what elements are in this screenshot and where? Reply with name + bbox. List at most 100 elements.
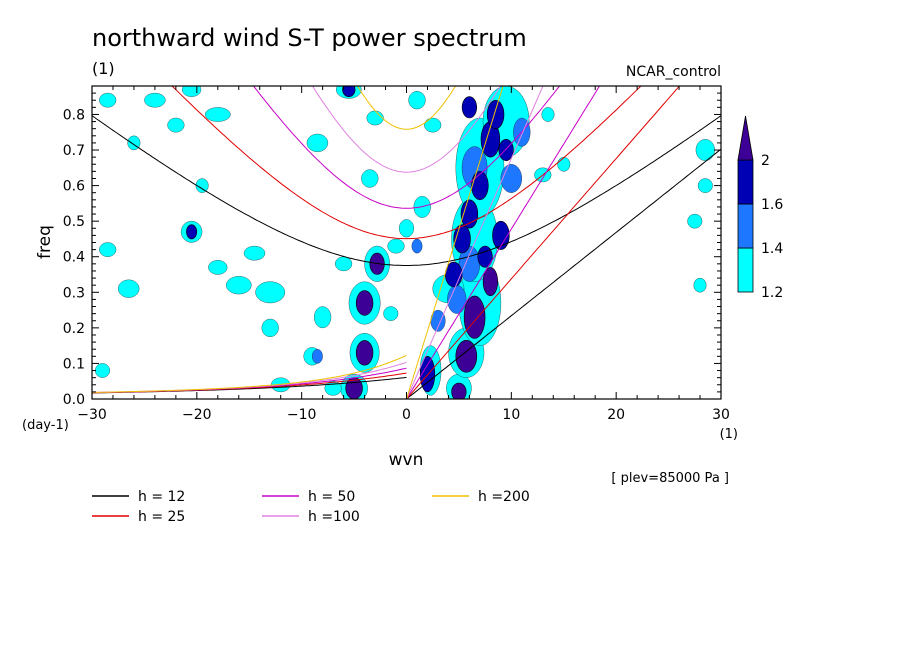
curve-igw-h12 <box>92 115 721 266</box>
level-note: [ plev=85000 Pa ] <box>611 471 729 486</box>
contour-patch-level-1 <box>383 306 399 321</box>
contour-patch-level-3 <box>477 245 493 268</box>
contour-patch-level-1 <box>695 139 715 161</box>
curve-kelvin-h100 <box>406 86 544 399</box>
contour-patch-level-1 <box>195 178 209 193</box>
subtitle-left: (1) <box>92 59 115 78</box>
contour-patch-level-1 <box>205 107 231 122</box>
y-tick-label: 0.7 <box>63 143 85 159</box>
contour-patch-level-2 <box>500 164 522 193</box>
curve-kelvin-h25 <box>406 86 681 399</box>
contour-patch-level-4 <box>482 267 499 297</box>
colorbar-tick-label: 1.2 <box>761 285 783 301</box>
chart-title: northward wind S-T power spectrum <box>92 24 527 52</box>
x-unit-label: (1) <box>720 427 738 442</box>
contour-patch-level-1 <box>118 279 140 298</box>
contour-patch-level-1 <box>335 256 353 272</box>
dispersion-curves <box>92 86 721 399</box>
curve-kelvin-h50 <box>406 86 601 399</box>
contour-patch-level-1 <box>167 117 185 133</box>
contour-patch-level-1 <box>99 242 117 257</box>
colorbar-tick-label: 2 <box>761 153 770 169</box>
contour-patch-level-1 <box>693 277 707 293</box>
contour-patch-level-3 <box>419 356 436 393</box>
x-tick-label: −30 <box>77 407 107 423</box>
colorbar-tick-label: 1.6 <box>761 197 783 213</box>
x-tick-label: 10 <box>502 407 520 423</box>
y-axis-label: freq <box>35 225 55 259</box>
subtitle-right: NCAR_control <box>626 64 721 80</box>
legend-label: h = 50 <box>308 489 355 505</box>
y-tick-labels: 0.0 0.1 0.2 0.3 0.4 0.5 0.6 0.7 0.8 <box>63 107 85 408</box>
colorbar-segment <box>737 247 754 293</box>
legend: h = 12 h = 25 h = 50 h =100 h =200 <box>92 489 530 525</box>
x-tick-label: −10 <box>287 407 317 423</box>
contour-patch-level-4 <box>355 290 374 316</box>
contour-patch-level-3 <box>471 171 489 201</box>
contour-patch-level-1 <box>697 178 713 193</box>
contour-patch-level-1 <box>95 363 110 378</box>
legend-label: h =100 <box>308 509 360 525</box>
contour-patch-level-4 <box>455 339 478 373</box>
contour-patch-level-1 <box>408 91 426 110</box>
y-tick-label: 0.5 <box>63 214 85 230</box>
x-tick-label: 0 <box>402 407 411 423</box>
contour-patch-level-3 <box>492 220 510 250</box>
contour-patch-level-4 <box>451 382 467 399</box>
colorbar-segment <box>737 203 754 249</box>
contour-patch-level-1 <box>261 318 279 337</box>
contour-patch-level-4 <box>463 295 486 339</box>
x-tick-label: −20 <box>182 407 212 423</box>
x-tick-label: 30 <box>712 407 730 423</box>
plot-frame <box>91 85 722 400</box>
contour-patch-level-1 <box>366 110 384 126</box>
contour-patch-level-3 <box>342 86 356 97</box>
colorbar-segment <box>737 159 754 205</box>
y-tick-label: 0.3 <box>63 285 85 301</box>
contour-patch-level-1 <box>144 92 166 108</box>
legend-label: h =200 <box>478 489 530 505</box>
curve-igw-h50 <box>252 86 561 209</box>
legend-label: h = 25 <box>138 509 185 525</box>
axis-ticks <box>91 85 722 400</box>
contour-patch-level-1 <box>314 306 332 329</box>
colorbar-extend-arrow <box>737 115 754 161</box>
curve-igw-h100 <box>311 86 502 173</box>
x-axis-label: wvn <box>389 450 424 470</box>
contour-patch-level-1 <box>541 107 555 122</box>
contour-patch-level-1 <box>306 133 329 152</box>
legend-label: h = 12 <box>138 489 185 505</box>
contour-patch-level-2 <box>312 349 323 364</box>
contour-patch-level-1 <box>99 92 117 108</box>
contour-patch-level-4 <box>355 340 374 366</box>
plot-area <box>92 86 721 399</box>
contour-patch-level-1 <box>387 238 405 254</box>
contour-patch-level-1 <box>255 281 286 304</box>
y-tick-label: 0.4 <box>63 250 85 266</box>
curve-kelvin-h200 <box>406 86 504 399</box>
contour-patch-level-1 <box>424 117 442 133</box>
contour-patch-level-3 <box>461 96 478 119</box>
curve-igw-h200 <box>356 86 457 130</box>
colorbar: 1.2 1.4 1.6 2 <box>737 115 783 301</box>
y-unit-label: (day-1) <box>22 418 69 433</box>
curve-igw-h25 <box>171 86 642 240</box>
curve-kelvin-h12 <box>406 148 721 399</box>
contour-patch-level-1 <box>557 157 571 172</box>
y-tick-label: 0.6 <box>63 179 85 195</box>
contour-patch-level-2 <box>411 238 423 254</box>
contour-patch-level-1 <box>399 219 414 238</box>
y-tick-label: 0.8 <box>63 107 85 123</box>
contour-patch-level-3 <box>486 100 505 130</box>
contour-patch-level-1 <box>208 260 228 275</box>
contour-patch-level-1 <box>243 245 266 261</box>
contour-patch-level-1 <box>361 169 379 188</box>
y-tick-label: 0.1 <box>63 356 85 372</box>
contour-patch-level-1 <box>182 86 202 97</box>
x-tick-labels: −30 −20 −10 0 10 20 30 <box>77 407 730 423</box>
y-tick-label: 0.2 <box>63 321 85 337</box>
y-tick-label: 0.0 <box>63 392 85 408</box>
contour-patch-level-3 <box>498 139 514 162</box>
colorbar-tick-label: 1.4 <box>761 241 783 257</box>
